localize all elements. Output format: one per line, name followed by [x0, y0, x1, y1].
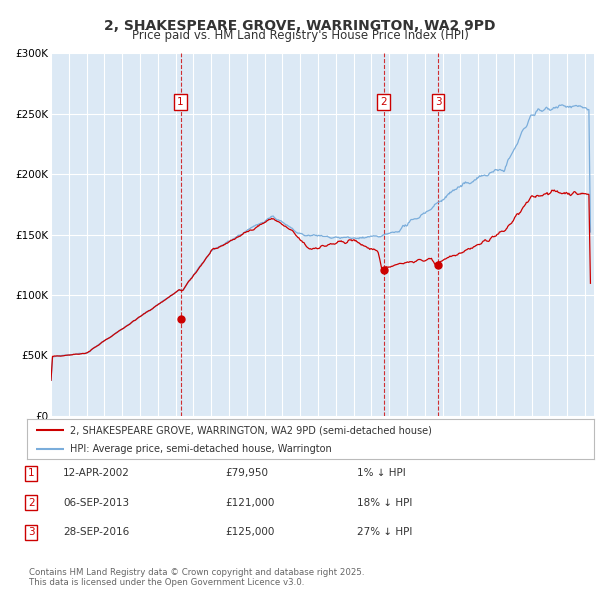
Text: 18% ↓ HPI: 18% ↓ HPI — [357, 498, 412, 507]
Text: £125,000: £125,000 — [225, 527, 274, 537]
Text: 1: 1 — [28, 468, 35, 478]
Text: 2, SHAKESPEARE GROVE, WARRINGTON, WA2 9PD: 2, SHAKESPEARE GROVE, WARRINGTON, WA2 9P… — [104, 19, 496, 33]
Text: 06-SEP-2013: 06-SEP-2013 — [63, 498, 129, 507]
Text: 27% ↓ HPI: 27% ↓ HPI — [357, 527, 412, 537]
Text: 2: 2 — [28, 498, 35, 507]
Text: HPI: Average price, semi-detached house, Warrington: HPI: Average price, semi-detached house,… — [70, 444, 331, 454]
Text: £121,000: £121,000 — [225, 498, 274, 507]
Text: 1% ↓ HPI: 1% ↓ HPI — [357, 468, 406, 478]
Text: 12-APR-2002: 12-APR-2002 — [63, 468, 130, 478]
Text: Price paid vs. HM Land Registry's House Price Index (HPI): Price paid vs. HM Land Registry's House … — [131, 30, 469, 42]
Text: 3: 3 — [28, 527, 35, 537]
Text: 2, SHAKESPEARE GROVE, WARRINGTON, WA2 9PD (semi-detached house): 2, SHAKESPEARE GROVE, WARRINGTON, WA2 9P… — [70, 425, 431, 435]
Text: 2: 2 — [380, 97, 387, 107]
Text: £79,950: £79,950 — [225, 468, 268, 478]
Text: 3: 3 — [435, 97, 442, 107]
Text: Contains HM Land Registry data © Crown copyright and database right 2025.
This d: Contains HM Land Registry data © Crown c… — [29, 568, 364, 587]
Text: 28-SEP-2016: 28-SEP-2016 — [63, 527, 129, 537]
Text: 1: 1 — [177, 97, 184, 107]
